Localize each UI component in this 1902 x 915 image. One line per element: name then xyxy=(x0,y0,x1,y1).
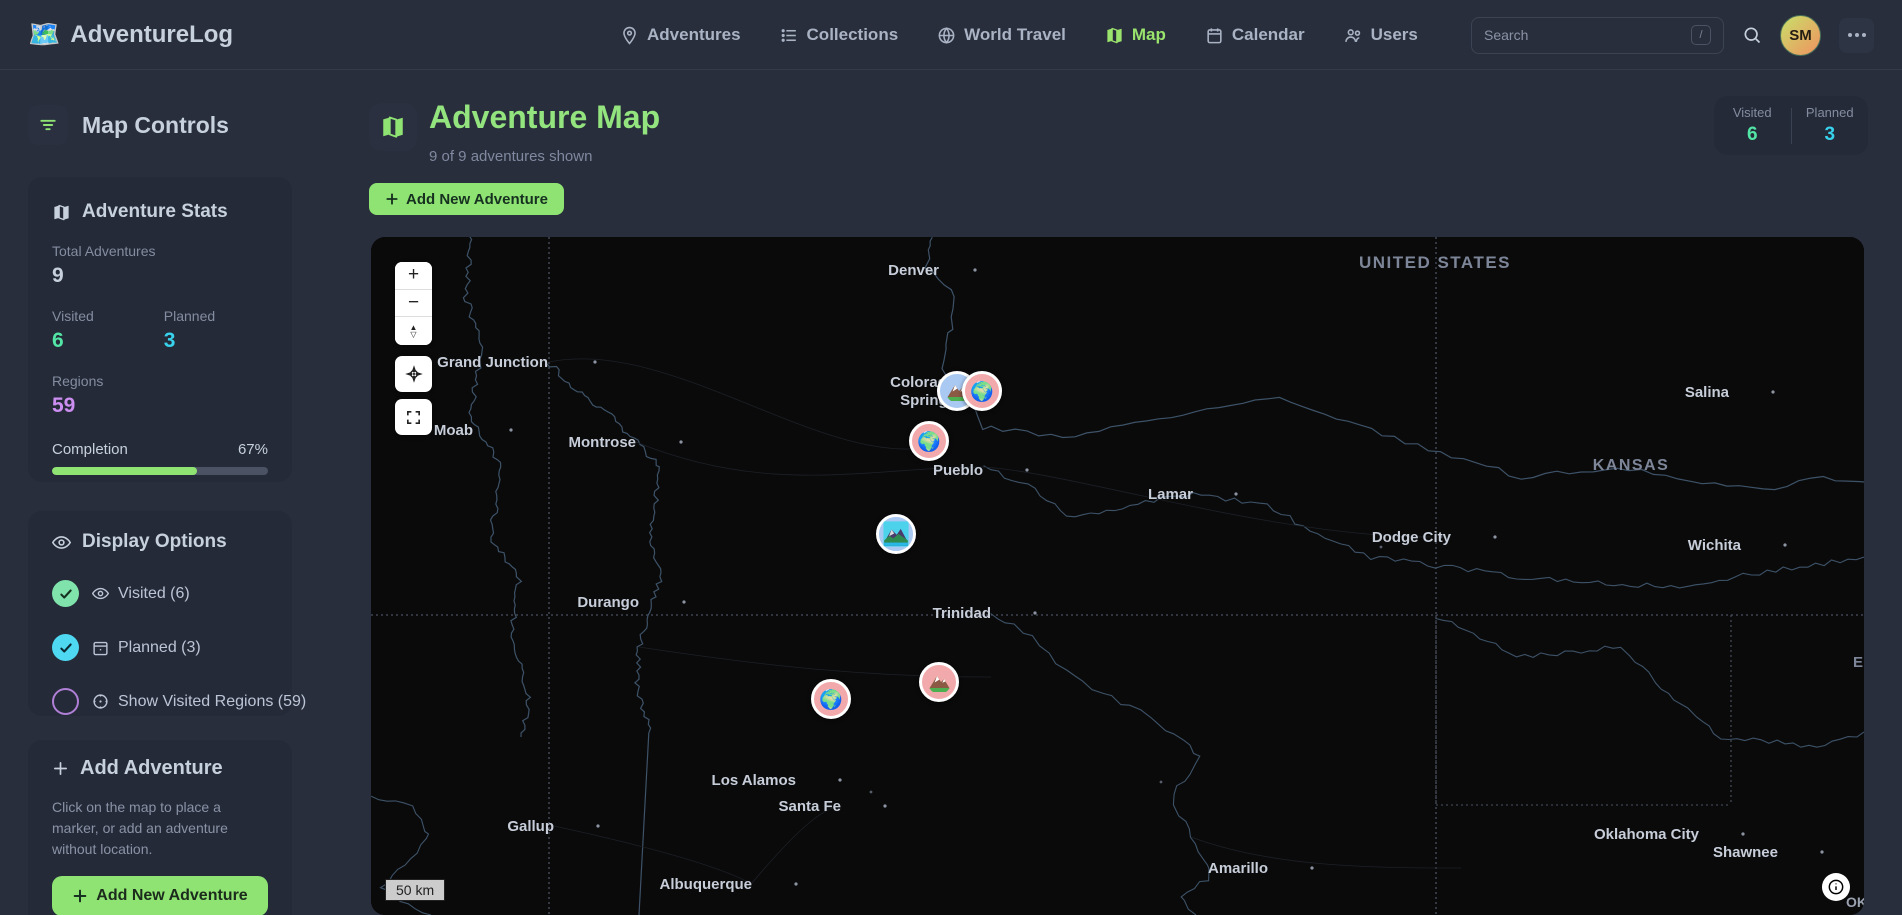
svg-text:Montrose: Montrose xyxy=(569,434,637,451)
svg-text:Dodge City: Dodge City xyxy=(1372,529,1452,546)
svg-text:Lamar: Lamar xyxy=(1148,486,1193,503)
svg-text:Pueblo: Pueblo xyxy=(933,462,983,479)
svg-text:Salina: Salina xyxy=(1685,384,1730,401)
svg-text:Trinidad: Trinidad xyxy=(933,605,991,622)
svg-text:Amarillo: Amarillo xyxy=(1208,860,1268,877)
svg-text:OKLAHOMA: OKLAHOMA xyxy=(1846,894,1864,910)
svg-text:KANSAS: KANSAS xyxy=(1593,457,1670,474)
svg-text:Durango: Durango xyxy=(577,594,639,611)
svg-text:Los Alamos: Los Alamos xyxy=(712,772,796,789)
svg-text:Wichita: Wichita xyxy=(1688,537,1742,554)
svg-text:Shawnee: Shawnee xyxy=(1713,844,1778,861)
svg-text:Santa Fe: Santa Fe xyxy=(778,798,841,815)
svg-text:UNITED STATES: UNITED STATES xyxy=(1359,253,1511,272)
svg-text:Moab: Moab xyxy=(434,422,473,439)
svg-text:Gallup: Gallup xyxy=(507,818,554,835)
svg-text:E: E xyxy=(1853,654,1863,671)
svg-text:Albuquerque: Albuquerque xyxy=(660,876,753,893)
svg-text:Denver: Denver xyxy=(888,262,939,279)
svg-text:Grand Junction: Grand Junction xyxy=(437,354,548,371)
svg-text:Oklahoma City: Oklahoma City xyxy=(1594,826,1700,843)
